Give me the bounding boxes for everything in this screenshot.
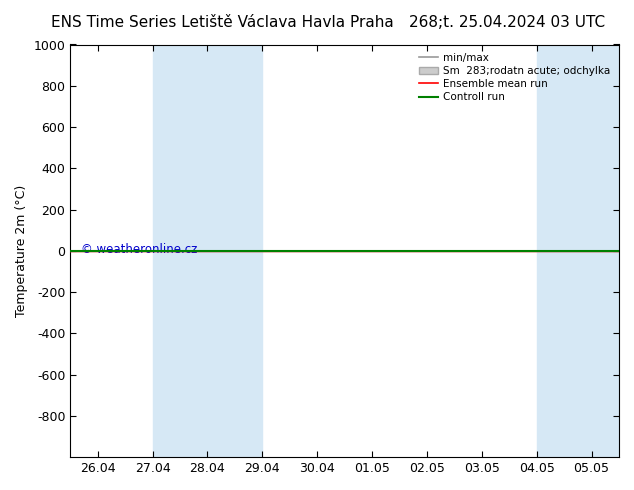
Text: 268;t. 25.04.2024 03 UTC: 268;t. 25.04.2024 03 UTC — [409, 15, 605, 30]
Bar — [153, 45, 262, 457]
Text: © weatheronline.cz: © weatheronline.cz — [81, 243, 198, 256]
Text: ENS Time Series Letiště Václava Havla Praha: ENS Time Series Letiště Václava Havla Pr… — [51, 15, 393, 30]
Y-axis label: Temperature 2m (°C): Temperature 2m (°C) — [15, 185, 28, 317]
Bar — [537, 45, 619, 457]
Legend: min/max, Sm  283;rodatn acute; odchylka, Ensemble mean run, Controll run: min/max, Sm 283;rodatn acute; odchylka, … — [417, 49, 614, 105]
